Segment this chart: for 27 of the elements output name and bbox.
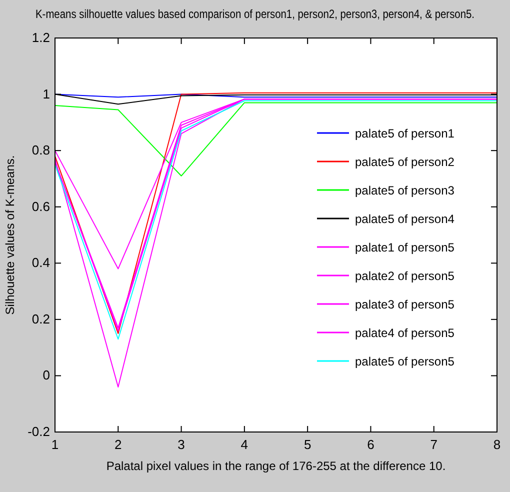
y-tick-label: -0.2 <box>28 424 50 439</box>
legend-label: palate5 of person4 <box>355 212 455 226</box>
chart-title: K-means silhouette values based comparison of person1, person2, person3, person4, & person5. <box>36 8 474 22</box>
legend-label: palate5 of person1 <box>355 126 455 140</box>
y-tick-label: 0.4 <box>32 255 50 270</box>
legend-label: palate3 of person5 <box>355 298 455 312</box>
y-tick-label: 1.2 <box>32 30 50 45</box>
y-tick-label: 1 <box>42 86 50 102</box>
x-tick-label: 8 <box>493 437 501 452</box>
legend-label: palate5 of person5 <box>355 354 455 368</box>
x-tick-label: 5 <box>304 437 312 452</box>
x-tick-label: 7 <box>430 437 438 452</box>
legend-label: palate1 of person5 <box>355 240 455 254</box>
legend-label: palate5 of person3 <box>355 184 455 198</box>
y-tick-label: 0.8 <box>32 142 50 158</box>
legend-label: palate5 of person2 <box>355 155 455 169</box>
y-tick-label: 0.6 <box>32 198 50 214</box>
x-tick-label: 6 <box>367 437 374 452</box>
y-tick-label: 0 <box>42 368 50 383</box>
x-axis-title: Palatal pixel values in the range of 176-255 at the difference 10. <box>106 459 446 473</box>
legend-label: palate2 of person5 <box>355 269 455 283</box>
y-tick-label: 0.2 <box>32 311 50 326</box>
y-axis-title: Silhouette values of K-means. <box>3 155 17 315</box>
x-tick-label: 3 <box>178 437 185 452</box>
x-tick-label: 2 <box>114 437 122 452</box>
x-tick-label: 4 <box>240 437 248 452</box>
legend-label: palate4 of person5 <box>355 326 455 340</box>
